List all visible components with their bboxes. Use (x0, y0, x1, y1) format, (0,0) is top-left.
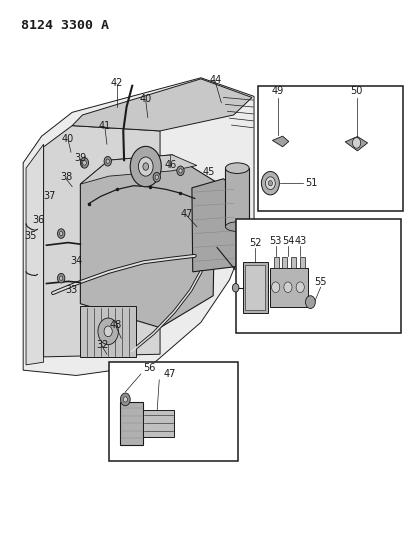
Circle shape (98, 318, 118, 345)
Bar (243, 262, 267, 313)
Text: 48: 48 (110, 320, 122, 330)
Polygon shape (80, 155, 215, 328)
Circle shape (271, 282, 279, 293)
Text: 47: 47 (180, 209, 192, 220)
Polygon shape (43, 126, 160, 357)
Polygon shape (26, 144, 43, 365)
Circle shape (176, 166, 184, 175)
Polygon shape (80, 155, 196, 184)
Text: 36: 36 (32, 215, 44, 225)
Text: 51: 51 (304, 178, 317, 188)
Text: 50: 50 (350, 86, 362, 96)
Bar (120, 402, 143, 445)
Text: 32: 32 (96, 340, 108, 350)
Circle shape (153, 172, 160, 182)
Circle shape (295, 282, 303, 293)
Polygon shape (344, 136, 367, 151)
Polygon shape (72, 79, 252, 131)
Text: 56: 56 (143, 363, 155, 373)
Circle shape (178, 168, 182, 173)
Circle shape (143, 163, 148, 170)
Polygon shape (23, 78, 254, 375)
Circle shape (352, 138, 360, 148)
Text: 54: 54 (281, 236, 293, 246)
Text: 37: 37 (43, 191, 56, 201)
Circle shape (104, 157, 111, 166)
Circle shape (267, 181, 272, 186)
Polygon shape (272, 136, 288, 147)
Circle shape (232, 284, 238, 292)
Polygon shape (191, 179, 236, 272)
Bar (258, 86, 402, 211)
Text: 33: 33 (65, 286, 77, 295)
Circle shape (59, 276, 63, 280)
Text: 39: 39 (74, 152, 86, 163)
Bar (269, 268, 308, 308)
Ellipse shape (225, 222, 249, 231)
Bar (143, 410, 173, 437)
Circle shape (155, 175, 158, 179)
Bar (235, 219, 400, 333)
Circle shape (265, 177, 274, 190)
Bar (291, 257, 296, 268)
Circle shape (261, 172, 279, 195)
Text: 44: 44 (209, 76, 221, 85)
Text: 35: 35 (24, 231, 36, 241)
Circle shape (130, 147, 161, 187)
Text: 8124 3300 A: 8124 3300 A (21, 19, 109, 33)
Bar (80, 306, 135, 357)
Circle shape (57, 229, 65, 238)
Bar (273, 257, 278, 268)
Text: 45: 45 (202, 167, 215, 177)
Bar (109, 362, 237, 461)
Circle shape (106, 159, 109, 164)
Circle shape (283, 282, 291, 293)
Text: 52: 52 (248, 238, 261, 248)
Ellipse shape (225, 163, 249, 173)
Bar (282, 257, 287, 268)
Circle shape (305, 296, 315, 309)
Bar (299, 257, 304, 268)
Circle shape (83, 160, 86, 165)
Text: 47: 47 (163, 369, 175, 379)
Text: 55: 55 (314, 277, 326, 287)
Text: 40: 40 (62, 134, 74, 144)
Circle shape (59, 231, 63, 236)
Text: 43: 43 (293, 236, 306, 246)
Circle shape (123, 397, 127, 402)
Text: 41: 41 (99, 120, 111, 131)
Bar (245, 265, 265, 310)
Text: 46: 46 (164, 160, 176, 171)
Text: 53: 53 (269, 236, 281, 246)
Circle shape (104, 326, 112, 337)
Bar (225, 168, 249, 227)
Text: 38: 38 (60, 172, 72, 182)
Circle shape (80, 158, 88, 168)
Text: 49: 49 (271, 86, 283, 96)
Text: 42: 42 (111, 78, 123, 88)
Text: 34: 34 (70, 256, 82, 266)
Text: 40: 40 (139, 94, 151, 104)
Circle shape (57, 273, 65, 283)
Circle shape (138, 157, 153, 176)
Circle shape (120, 393, 130, 406)
